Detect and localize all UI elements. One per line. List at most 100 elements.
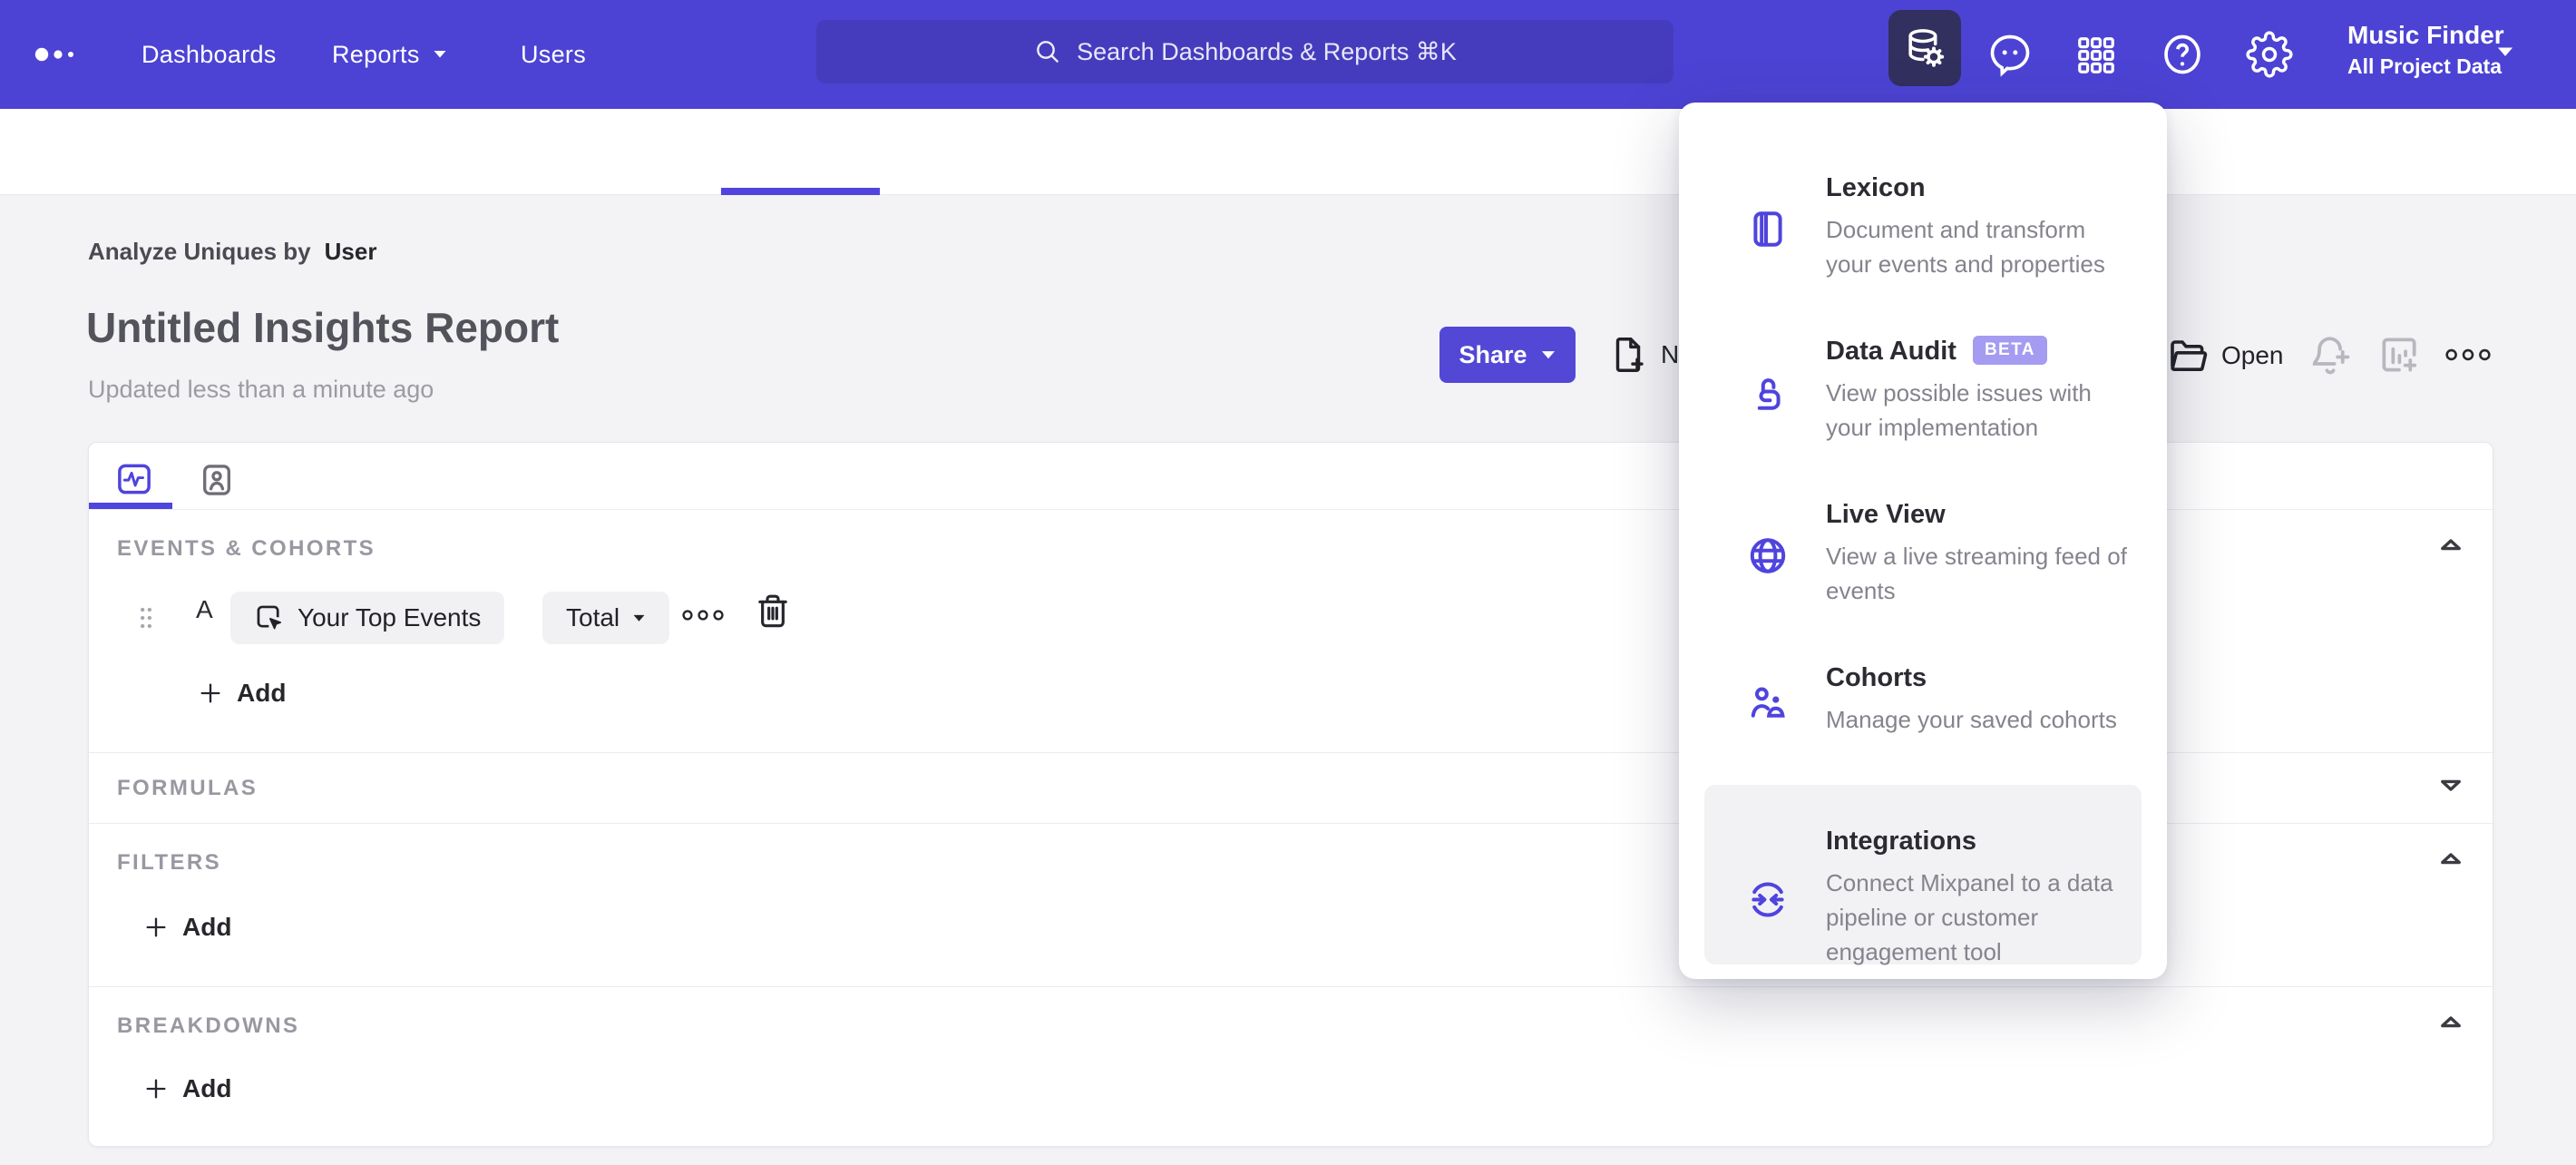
mixpanel-logo[interactable] — [33, 40, 87, 69]
menu-item-desc: View possible issues with your implement… — [1826, 379, 2092, 441]
active-tab-indicator — [721, 188, 880, 195]
mixpanel-logo-icon — [34, 47, 73, 62]
analyze-by-row: Analyze Uniques by User — [88, 238, 376, 266]
project-name: Music Finder — [2347, 21, 2504, 49]
drag-handle[interactable] — [138, 604, 154, 631]
aggregation-selector-pill[interactable]: Total — [542, 592, 670, 644]
nav-link-dashboards[interactable]: Dashboards — [141, 0, 277, 109]
top-nav: Dashboards Reports Users Search Dashboar… — [0, 0, 2576, 109]
add-event-button[interactable]: Add — [198, 679, 286, 708]
project-scope: All Project Data — [2347, 54, 2502, 78]
add-breakdown-button[interactable]: Add — [143, 1074, 231, 1103]
nav-link-reports[interactable]: Reports — [332, 0, 447, 109]
event-selector-pill[interactable]: Your Top Events — [230, 592, 505, 644]
report-more-options-button[interactable] — [2444, 345, 2493, 365]
menu-item-title: Live View — [1826, 500, 1946, 529]
globe-icon — [1750, 538, 1786, 573]
formulas-expand-button[interactable] — [2435, 769, 2466, 800]
data-management-menu: Lexicon Document and transform your even… — [1679, 103, 2167, 979]
people-icon — [1751, 687, 1785, 718]
nav-link-users[interactable]: Users — [521, 0, 586, 109]
menu-item-title: Lexicon — [1826, 173, 1926, 202]
event-row-letter: A — [196, 595, 213, 623]
menu-item-text: Integrations Connect Mixpanel to a data … — [1826, 827, 2131, 969]
nav-link-label: Users — [521, 40, 587, 68]
menu-item-lexicon[interactable]: Lexicon Document and transform your even… — [1746, 173, 2131, 281]
analyze-entity-selector[interactable]: User — [324, 238, 377, 265]
delete-event-button[interactable] — [755, 592, 791, 630]
doc-plus-icon — [1615, 338, 1644, 372]
sync-icon — [1751, 882, 1784, 917]
cursor-select-icon — [257, 605, 282, 630]
menu-item-integrations[interactable]: Integrations Connect Mixpanel to a data … — [1746, 827, 2131, 969]
nav-link-label: Reports — [332, 40, 420, 68]
chevron-down-icon — [2441, 779, 2461, 791]
add-to-board-button[interactable] — [2376, 332, 2422, 377]
search-input[interactable]: Search Dashboards & Reports ⌘K — [816, 20, 1673, 83]
line-chart-tab-icon — [118, 464, 151, 494]
caret-down-icon — [633, 614, 645, 622]
drag-handle-icon — [140, 607, 152, 629]
filters-collapse-button[interactable] — [2435, 844, 2466, 875]
settings-button[interactable] — [2246, 31, 2293, 78]
menu-item-live-view[interactable]: Live View View a live streaming feed of … — [1746, 500, 2131, 608]
plus-icon — [146, 917, 166, 937]
menu-item-title: Cohorts — [1826, 663, 1927, 692]
trash-icon — [758, 594, 787, 628]
data-management-button[interactable] — [1888, 10, 1961, 86]
more-options-icon — [2445, 348, 2491, 361]
divider — [89, 823, 2493, 824]
caret-down-icon — [434, 51, 446, 58]
chat-icon — [1990, 34, 2030, 77]
report-title[interactable]: Untitled Insights Report — [86, 304, 560, 351]
more-options-icon — [682, 610, 724, 621]
chart-add-icon — [2382, 338, 2417, 373]
folder-open-icon — [2171, 340, 2208, 371]
share-button[interactable]: Share — [1439, 327, 1576, 383]
menu-item-data-audit[interactable]: Data Audit BETA View possible issues wit… — [1746, 335, 2131, 445]
events-collapse-button[interactable] — [2435, 530, 2466, 561]
menu-item-title: Data Audit — [1826, 337, 1956, 366]
lock-icon — [1757, 378, 1781, 410]
gear-icon — [2246, 31, 2293, 78]
apps-grid-button[interactable] — [2075, 34, 2117, 76]
add-filter-button[interactable]: Add — [143, 913, 231, 942]
menu-item-desc: Document and transform your events and p… — [1826, 216, 2105, 278]
filters-section-label: FILTERS — [117, 850, 222, 875]
beta-badge: BETA — [1972, 335, 2047, 365]
menu-item-cohorts[interactable]: Cohorts Manage your saved cohorts — [1746, 663, 2131, 737]
divider — [89, 509, 2493, 510]
builder-active-tab-indicator — [89, 503, 172, 509]
add-label: Add — [182, 913, 232, 941]
chevron-up-icon — [2441, 853, 2461, 865]
menu-item-text: Lexicon Document and transform your even… — [1826, 173, 2131, 281]
chevron-up-icon — [2441, 1016, 2461, 1028]
builder-tab-profiles[interactable] — [198, 461, 236, 499]
menu-item-title: Integrations — [1826, 827, 1976, 856]
alert-add-button[interactable] — [2308, 332, 2353, 377]
formulas-section-label: FORMULAS — [117, 776, 259, 800]
event-more-options-button[interactable] — [680, 606, 726, 624]
updated-timestamp: Updated less than a minute ago — [88, 376, 434, 403]
caret-down-icon — [1541, 350, 1555, 358]
share-label: Share — [1459, 340, 1527, 368]
breakdowns-collapse-button[interactable] — [2435, 1007, 2466, 1038]
menu-item-desc: Connect Mixpanel to a data pipeline or c… — [1826, 869, 2113, 965]
menu-item-hover-highlight — [1704, 785, 2142, 964]
help-icon — [2164, 34, 2200, 74]
database-gear-icon — [1908, 29, 1945, 67]
help-button[interactable] — [2159, 31, 2206, 78]
menu-item-desc: Manage your saved cohorts — [1826, 706, 2117, 733]
open-report-button[interactable]: Open — [2166, 334, 2284, 377]
project-caret-down-icon[interactable] — [2496, 45, 2514, 59]
project-switcher[interactable]: Music Finder All Project Data — [2347, 18, 2504, 80]
feedback-button[interactable] — [1986, 31, 2034, 78]
apps-grid-icon — [2078, 37, 2114, 73]
builder-tab-events[interactable] — [114, 459, 154, 499]
profile-tab-icon — [203, 465, 230, 495]
book-icon — [1753, 211, 1782, 247]
divider — [89, 752, 2493, 753]
event-name: Your Top Events — [298, 603, 482, 631]
menu-item-text: Data Audit BETA View possible issues wit… — [1826, 335, 2131, 445]
menu-item-text: Live View View a live streaming feed of … — [1826, 500, 2131, 608]
